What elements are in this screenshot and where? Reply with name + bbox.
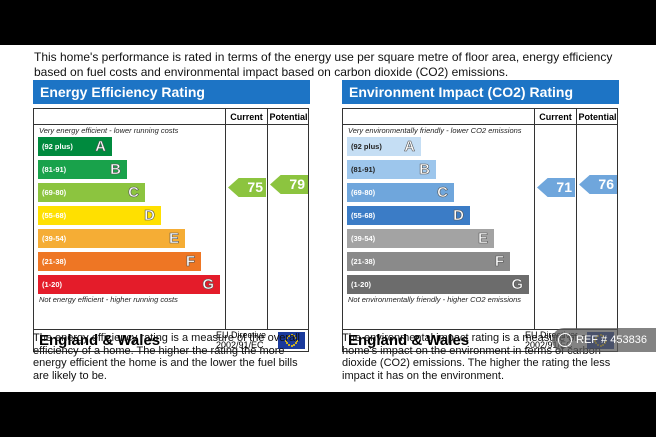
band-letter: E [168,230,180,248]
energy-current-header: Current [225,109,267,125]
environment-top-note: Very environmentally friendly - lower CO… [348,126,522,135]
rating-band-c: (69-80) C [347,183,454,202]
band-range: (39-54) [42,234,67,243]
eu-directive-line2: 2002/91/EC [525,339,573,350]
band-range: (92 plus) [351,142,382,151]
band-letter: B [419,161,430,179]
camera-icon [558,333,572,347]
energy-header-blank [34,109,225,125]
eu-directive: EU Directive 2002/91/EC [525,330,576,350]
eu-flag-icon [278,332,305,349]
energy-bottom-note: Not energy efficient - higher running co… [39,295,178,304]
rating-band-g: (1-20) G [347,275,529,294]
band-range: (39-54) [351,234,376,243]
rating-band-e: (39-54) E [347,229,494,248]
column-divider [576,125,577,329]
column-divider [267,125,268,329]
reference-number: REF # 453836 [576,334,647,346]
rating-band-f: (21-38) F [38,252,201,271]
band-range: (1-20) [351,280,372,289]
rating-band-f: (21-38) F [347,252,510,271]
band-letter: G [202,276,214,294]
band-range: (55-68) [351,211,376,220]
column-divider [225,125,226,329]
eu-directive-line1: EU Directive [216,330,267,340]
region-label: England & Wales [348,332,470,349]
band-range: (21-38) [42,257,67,266]
band-range: (55-68) [42,211,67,220]
environment-description: The environmental impact rating is a mea… [342,332,611,382]
eu-directive-line2: 2002/91/EC [216,339,264,350]
energy-description: The energy efficiency rating is a measur… [33,332,300,382]
energy-title: Energy Efficiency Rating [33,80,310,104]
environment-potential-arrow: 76 [579,175,617,194]
band-letter: A [404,138,415,156]
environment-current-header: Current [534,109,576,125]
band-letter: G [511,276,523,294]
environment-potential-header: Potential [576,109,618,125]
epc-sheet: This home's performance is rated in term… [0,45,656,392]
band-letter: C [128,184,139,202]
energy-potential-arrow: 79 [270,175,308,194]
rating-band-a: (92 plus) A [38,137,112,156]
band-letter: D [453,207,464,225]
energy-top-note: Very energy efficient - lower running co… [39,126,179,135]
environment-bottom-note: Not environmentally friendly - higher CO… [348,295,521,304]
band-letter: D [144,207,155,225]
band-range: (81-91) [42,165,67,174]
rating-band-a: (92 plus) A [347,137,421,156]
reference-watermark: REF # 453836 [552,328,656,352]
band-letter: E [477,230,489,248]
environment-header-blank [343,109,534,125]
environment-current-arrow: 71 [537,178,575,197]
band-range: (92 plus) [42,142,73,151]
intro-text: This home's performance is rated in term… [34,50,613,79]
band-range: (69-80) [351,188,376,197]
eu-directive-line1: EU Directive [525,330,576,340]
band-letter: F [494,253,505,271]
band-letter: A [95,138,106,156]
rating-band-e: (39-54) E [38,229,185,248]
environment-chart: Current Potential Very environmentally f… [342,108,618,330]
column-divider [534,125,535,329]
eu-directive: EU Directive 2002/91/EC [216,330,267,350]
energy-potential-header: Potential [267,109,309,125]
rating-band-b: (81-91) B [38,160,127,179]
band-range: (69-80) [42,188,67,197]
energy-current-arrow: 75 [228,178,266,197]
band-range: (81-91) [351,165,376,174]
environment-title: Environment Impact (CO2) Rating [342,80,619,104]
rating-band-c: (69-80) C [38,183,145,202]
energy-footer: England & Wales EU Directive 2002/91/EC [33,330,309,352]
energy-chart: Current Potential Very energy efficient … [33,108,309,330]
band-range: (1-20) [42,280,63,289]
rating-band-b: (81-91) B [347,160,436,179]
band-range: (21-38) [351,257,376,266]
band-letter: F [185,253,196,271]
band-letter: C [437,184,448,202]
band-letter: B [110,161,121,179]
rating-band-d: (55-68) D [38,206,161,225]
rating-band-d: (55-68) D [347,206,470,225]
rating-band-g: (1-20) G [38,275,220,294]
region-label: England & Wales [39,332,161,349]
